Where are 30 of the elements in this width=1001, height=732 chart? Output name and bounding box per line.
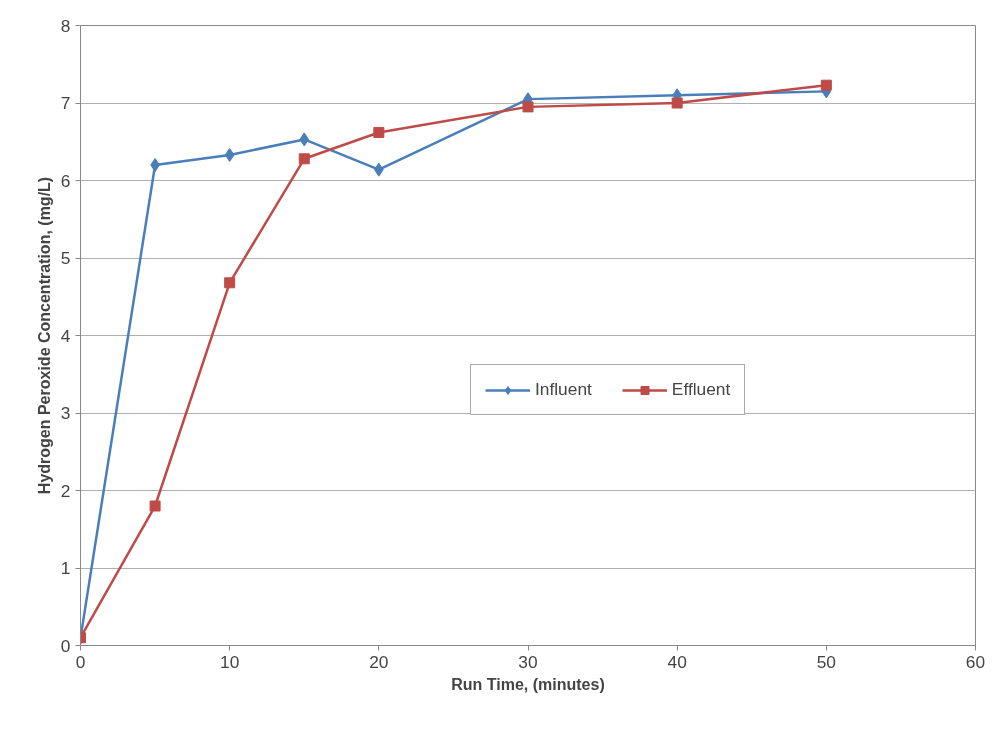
y-tick-label: 8 bbox=[60, 15, 71, 36]
x-tick-label: 40 bbox=[667, 651, 687, 672]
y-tick-label: 1 bbox=[60, 558, 71, 578]
y-tick-label: 6 bbox=[60, 170, 71, 191]
x-axis-title: Run Time, (minutes) bbox=[451, 675, 605, 693]
point bbox=[224, 277, 236, 289]
legend-label: Influent bbox=[535, 379, 592, 400]
y-tick-label: 7 bbox=[60, 93, 71, 113]
y-tick-label: 5 bbox=[60, 248, 71, 268]
x-tick-label: 0 bbox=[75, 651, 86, 672]
point bbox=[150, 158, 160, 172]
point bbox=[224, 147, 235, 162]
y-tick-label: 3 bbox=[60, 403, 71, 423]
point bbox=[820, 79, 832, 91]
point bbox=[299, 132, 310, 147]
x-tick-label: 60 bbox=[965, 651, 986, 672]
legend-label: Effluent bbox=[671, 379, 731, 400]
point bbox=[373, 126, 385, 138]
y-tick-label: 2 bbox=[60, 480, 71, 501]
x-tick-label: 20 bbox=[369, 651, 389, 672]
point bbox=[671, 97, 683, 109]
point bbox=[298, 153, 310, 165]
y-tick-label: 4 bbox=[60, 325, 71, 346]
x-tick-label: 50 bbox=[816, 651, 836, 672]
y-axis-title: Hydrogen Peroxide Concentration, (mg/L) bbox=[35, 176, 53, 495]
y-tick-label: 0 bbox=[60, 635, 71, 656]
point bbox=[149, 500, 161, 512]
x-tick-label: 30 bbox=[518, 651, 538, 672]
x-tick-label: 10 bbox=[220, 651, 240, 672]
point bbox=[522, 101, 534, 113]
